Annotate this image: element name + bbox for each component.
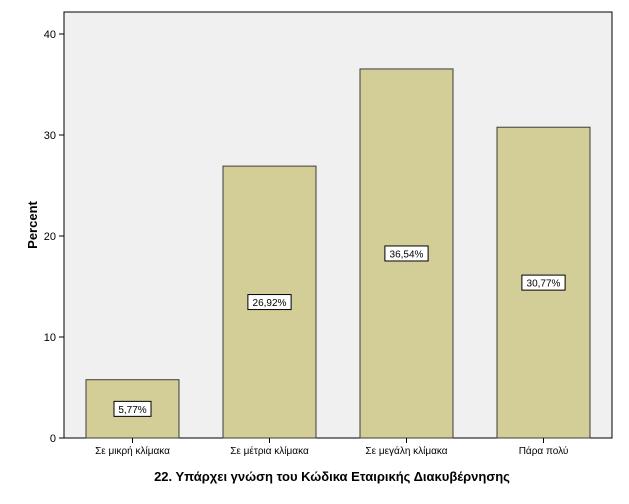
x-tick-label: Σε μεγάλη κλίμακα [365, 445, 447, 457]
data-label-box [113, 400, 152, 417]
x-tick-label: Σε μέτρια κλίμακα [230, 445, 309, 457]
data-label-text: 36,54% [390, 249, 424, 260]
data-labels-group: 5,77% 26,92% 36,54% 30,77% [113, 245, 566, 417]
x-axis: Σε μικρή κλίμακα Σε μέτρια κλίμακα Σε μεγά… [95, 438, 568, 457]
data-label-1: 5,77% [113, 400, 152, 417]
y-tick-label: 30 [44, 130, 56, 142]
y-tick-label: 0 [50, 433, 56, 445]
y-tick-label: 20 [44, 231, 56, 243]
x-tick-label: Σε μικρή κλίμακα [95, 445, 170, 457]
x-axis-title: 22. Υπάρχει γνώση του Κώδικα Εταιρικής Δ… [154, 469, 510, 484]
data-label-text: 26,92% [253, 298, 287, 309]
data-label-box [247, 294, 292, 311]
x-tick-label: Πάρα πολύ [519, 445, 569, 457]
data-label-box [384, 245, 429, 262]
data-label-4: 30,77% [521, 274, 566, 291]
y-tick-label: 40 [44, 29, 56, 41]
data-label-text: 30,77% [527, 279, 561, 290]
data-label-box [521, 274, 566, 291]
y-tick-label: 10 [44, 332, 56, 344]
y-axis-title: Percent [25, 200, 40, 248]
data-label-3: 36,54% [384, 245, 429, 262]
y-axis: 0 10 20 30 40 [44, 29, 64, 445]
data-label-text: 5,77% [118, 405, 146, 416]
data-label-2: 26,92% [247, 294, 292, 311]
